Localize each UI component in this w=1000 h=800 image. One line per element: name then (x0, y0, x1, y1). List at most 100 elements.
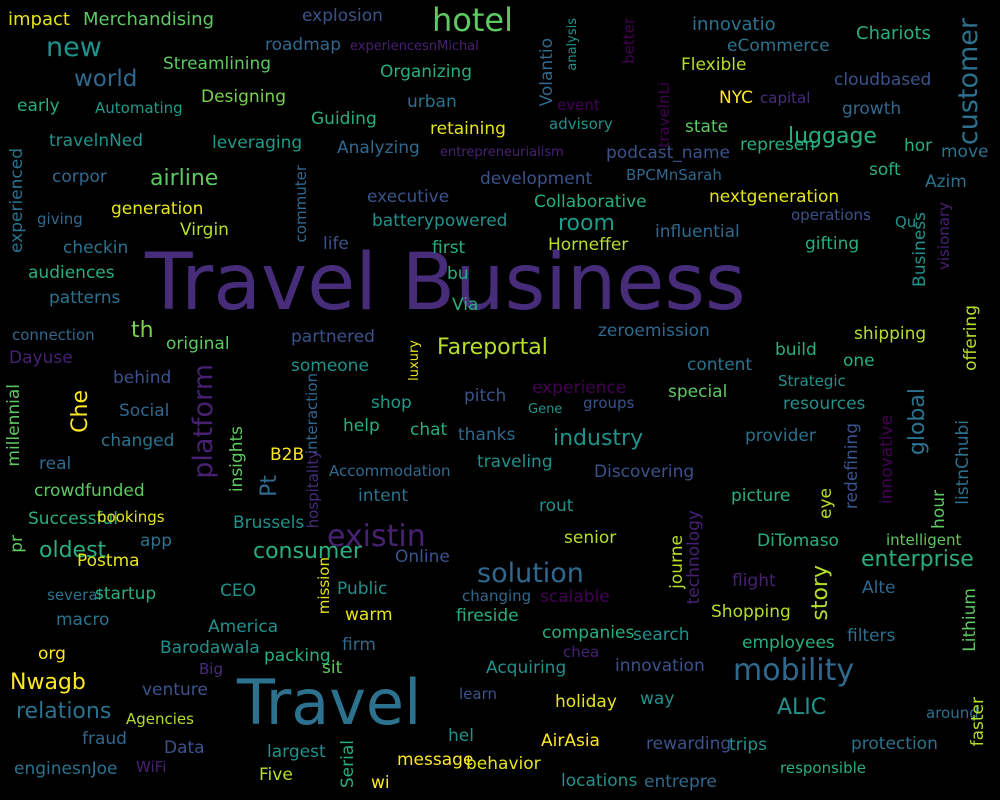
cloud-word: Acquiring (486, 658, 567, 678)
cloud-word: Flexible (681, 55, 747, 75)
cloud-word: Fareportal (437, 335, 548, 360)
cloud-word: macro (56, 610, 110, 630)
cloud-word: wi (371, 773, 390, 793)
cloud-word: Brussels (233, 513, 305, 533)
cloud-word: filters (847, 626, 896, 646)
cloud-word: eye (816, 488, 836, 519)
cloud-word: traveling (477, 452, 553, 472)
cloud-word: Serial (338, 740, 358, 789)
cloud-word: Strategic (778, 372, 846, 390)
cloud-word: story (808, 565, 833, 621)
cloud-word: NYC (719, 88, 754, 108)
cloud-word: Che (68, 390, 93, 433)
cloud-word: oldest (39, 538, 107, 563)
cloud-word: Automating (95, 99, 183, 117)
cloud-word: nextgeneration (709, 187, 840, 207)
cloud-word: luxury (407, 340, 422, 381)
cloud-word: offering (961, 305, 981, 371)
cloud-word: chea (563, 643, 600, 661)
cloud-word: Big (199, 660, 223, 678)
cloud-word: search (633, 625, 690, 645)
cloud-word: Agencies (126, 710, 194, 728)
cloud-word: intent (358, 486, 409, 506)
cloud-word: Barodawala (160, 638, 260, 658)
cloud-word: Lithium (960, 588, 980, 652)
cloud-word: holiday (555, 692, 617, 712)
cloud-word: Azim (925, 172, 967, 192)
cloud-word: picture (731, 486, 791, 506)
cloud-word: Organizing (380, 62, 472, 82)
cloud-word: crowdfunded (34, 481, 145, 501)
cloud-word: venture (142, 680, 208, 700)
cloud-word: airline (150, 166, 219, 191)
cloud-word: Analyzing (337, 138, 420, 158)
cloud-word: someone (291, 356, 369, 376)
cloud-word: fireside (456, 606, 519, 626)
cloud-word: Qu (895, 213, 917, 231)
cloud-word: Data (164, 738, 205, 758)
cloud-word: visionary (935, 202, 953, 270)
cloud-word: app (140, 531, 172, 551)
cloud-word: entrepre (644, 772, 717, 792)
cloud-word: influential (655, 222, 740, 242)
cloud-word: Dayuse (9, 348, 73, 368)
cloud-word: innovatio (692, 14, 776, 35)
cloud-word: packing (264, 646, 331, 666)
cloud-word: corpor (52, 167, 107, 187)
cloud-word: gifting (805, 234, 860, 254)
cloud-word: bu (447, 264, 469, 284)
cloud-word: enterprise (861, 547, 974, 572)
cloud-word: intelligent (886, 531, 962, 549)
cloud-word: enginesnJoe (14, 759, 118, 779)
cloud-word: changing (462, 587, 532, 605)
cloud-word: trips (729, 735, 768, 755)
cloud-word: soft (869, 160, 901, 180)
cloud-word: room (558, 211, 615, 236)
cloud-word: real (39, 454, 72, 474)
cloud-word: travelnNed (49, 131, 144, 151)
cloud-word: mission (315, 557, 333, 615)
cloud-word: cloudbased (834, 70, 932, 90)
cloud-word: several (47, 586, 102, 604)
cloud-word: life (323, 234, 349, 254)
cloud-word: WiFi (136, 758, 167, 776)
cloud-word: Travel (237, 666, 422, 739)
cloud-word: state (685, 117, 729, 137)
cloud-word: Chariots (856, 23, 931, 44)
cloud-word: commuter (292, 165, 310, 243)
cloud-word: Alte (862, 578, 896, 598)
cloud-word: growth (842, 99, 902, 119)
cloud-word: companies (542, 623, 635, 643)
cloud-word: rewarding (646, 734, 732, 754)
cloud-word: sit (322, 658, 343, 678)
cloud-word: event (557, 96, 600, 114)
cloud-word: message (397, 750, 474, 770)
cloud-word: patterns (49, 288, 121, 308)
cloud-word: operations (791, 206, 871, 224)
cloud-word: analysis (565, 18, 580, 71)
cloud-word: ALIC (777, 695, 827, 720)
cloud-word: experiencesnMichal (350, 39, 479, 54)
cloud-word: redefining (842, 423, 862, 510)
cloud-word: hour (929, 490, 949, 529)
cloud-word: Travel Business (145, 238, 746, 328)
cloud-word: mobility (733, 653, 855, 688)
cloud-word: flight (732, 571, 776, 591)
cloud-word: Discovering (594, 462, 695, 482)
cloud-word: travelnLi (655, 82, 673, 148)
cloud-word: Via (452, 295, 479, 315)
cloud-word: firm (342, 635, 376, 655)
cloud-word: scalable (540, 587, 610, 607)
cloud-word: capital (760, 89, 811, 107)
cloud-word: Shopping (711, 602, 791, 622)
cloud-word: platform (188, 364, 219, 479)
cloud-word: generation (111, 199, 204, 219)
cloud-word: special (668, 382, 728, 402)
cloud-word: Collaborative (534, 192, 647, 212)
cloud-word: groups (583, 394, 635, 412)
cloud-word: Horneffer (548, 235, 629, 255)
cloud-word: warm (345, 605, 393, 625)
cloud-word: relations (16, 699, 112, 724)
cloud-word: hospitality (304, 450, 322, 529)
cloud-word: hel (448, 726, 474, 746)
